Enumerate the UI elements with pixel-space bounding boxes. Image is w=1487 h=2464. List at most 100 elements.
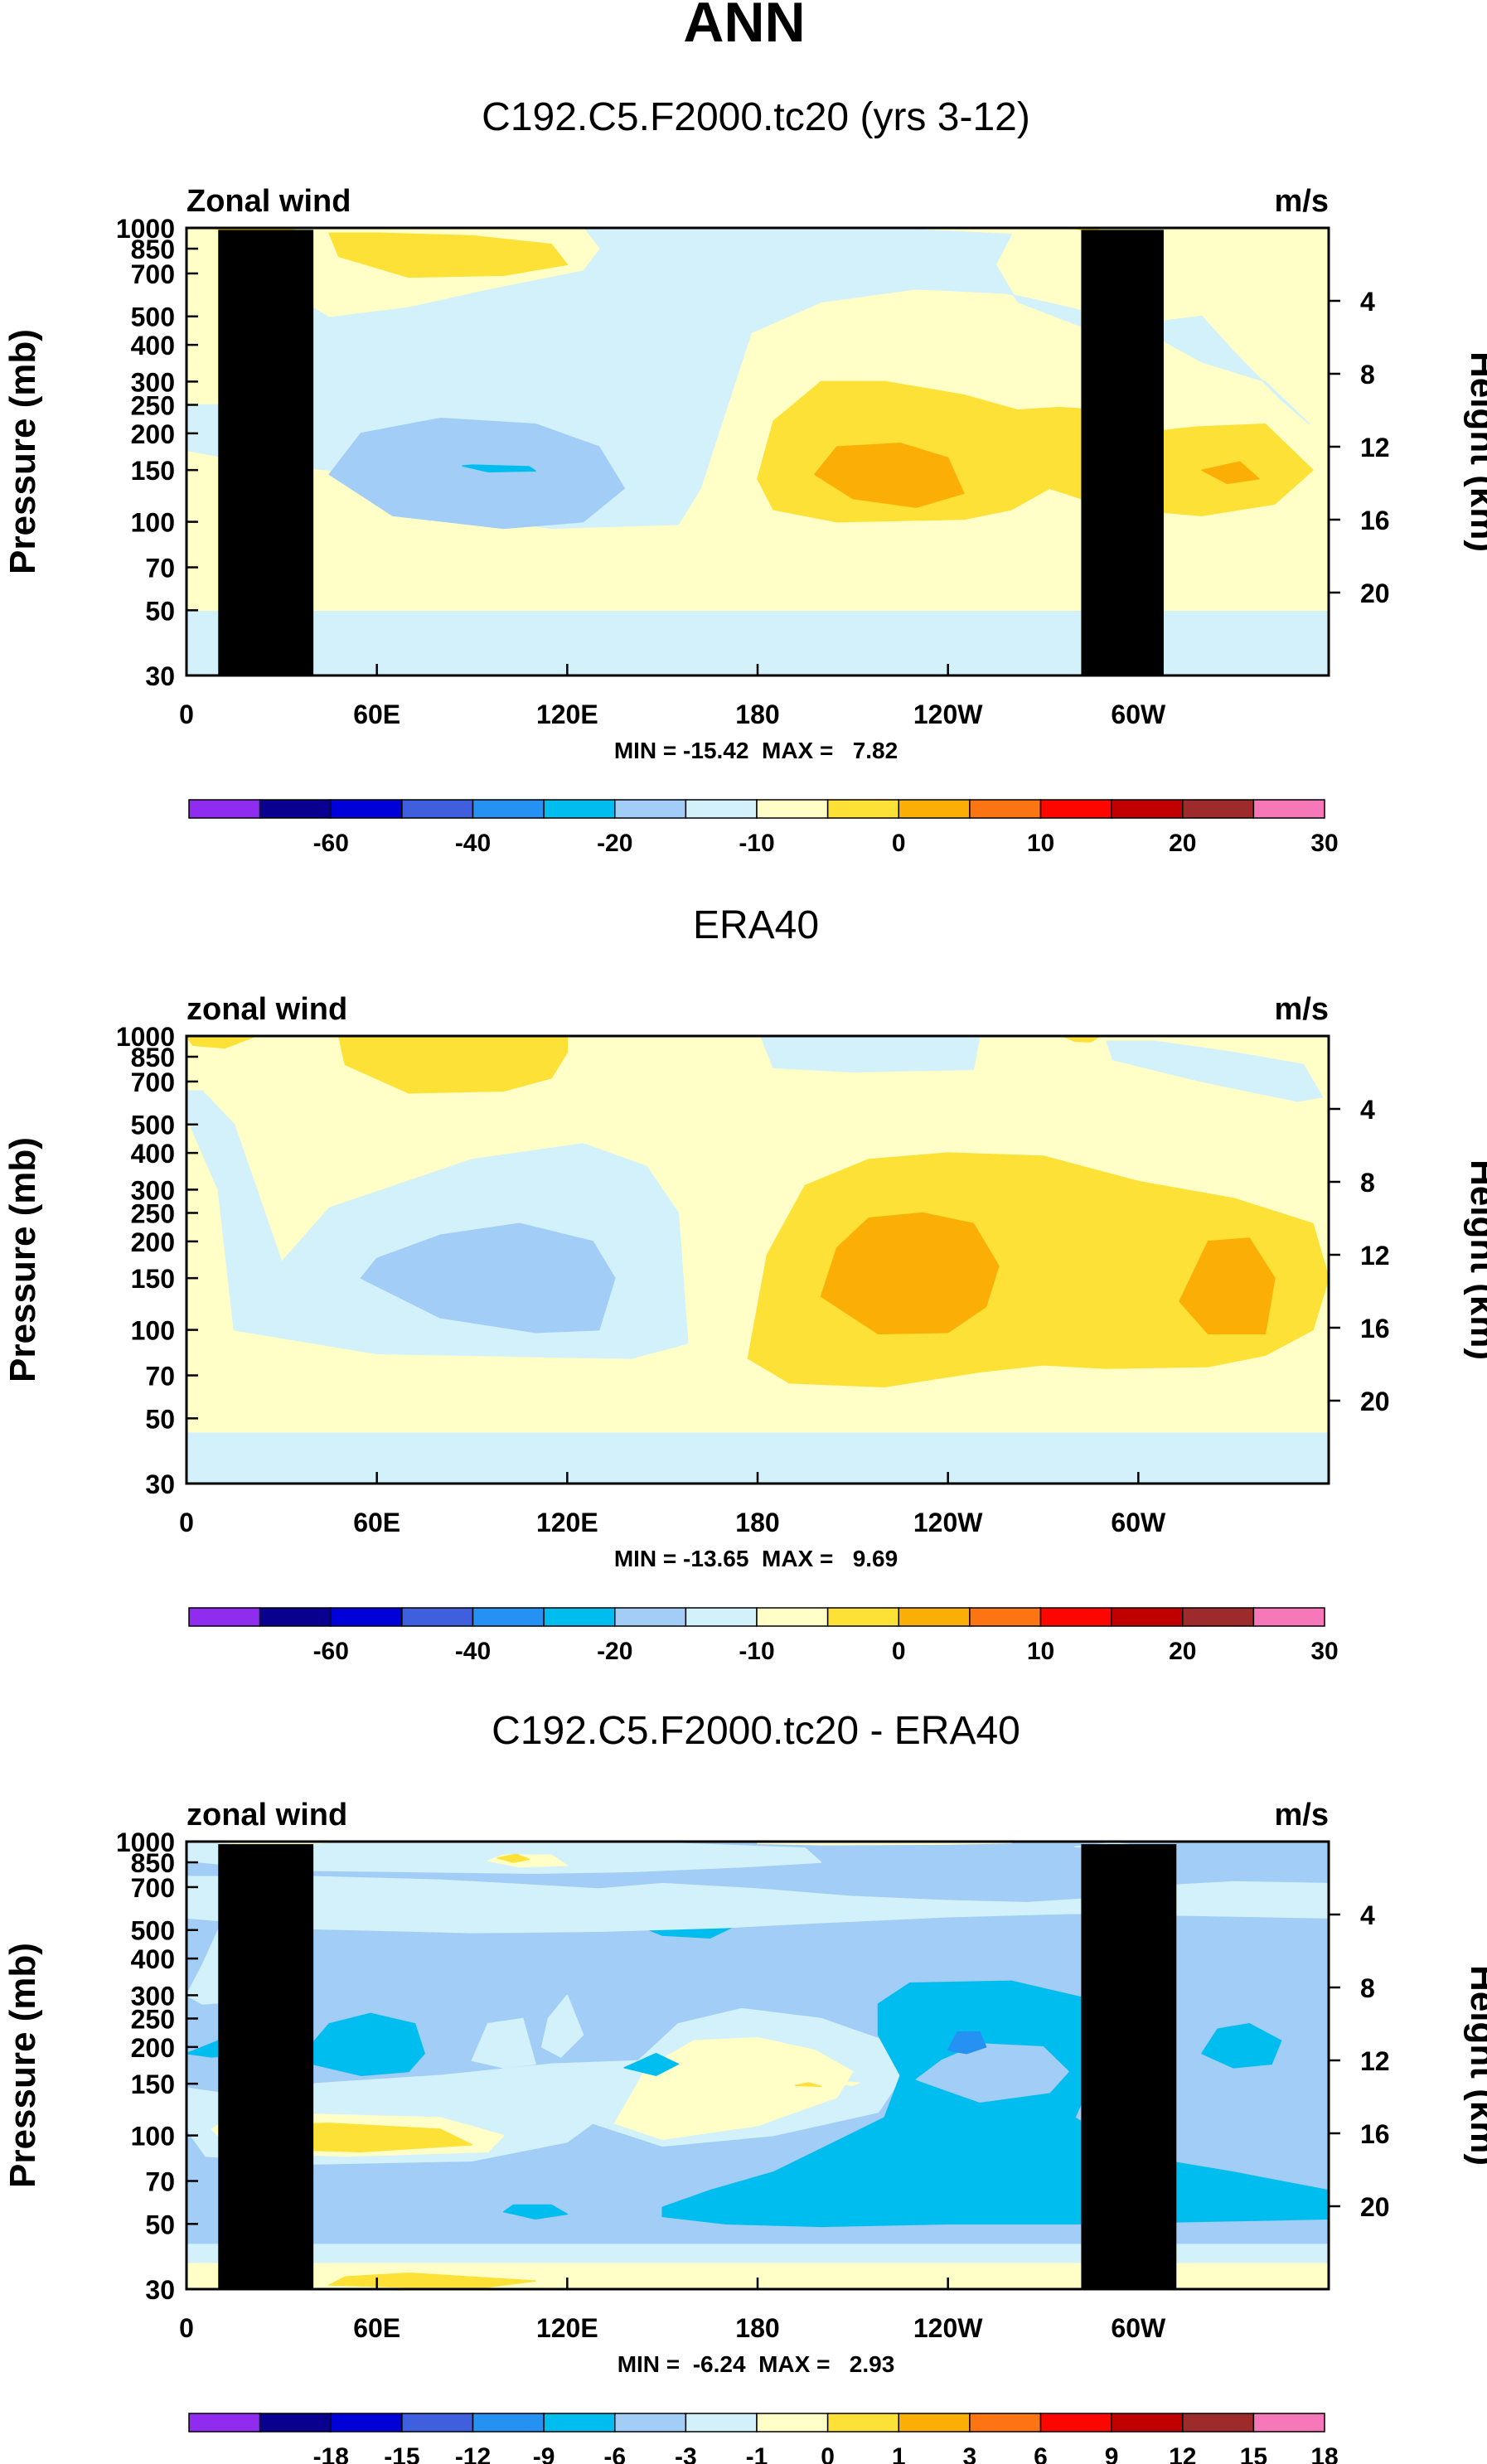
x-tick-label: 120E (536, 2313, 598, 2343)
x-tick-label: 60W (1111, 700, 1166, 729)
topography-2 (1081, 230, 1164, 675)
colorbar-label: -60 (313, 830, 349, 857)
colorbar-box (898, 799, 971, 819)
colorbar-label: 30 (1310, 1638, 1338, 1665)
panels: C192.C5.F2000.tc20 (yrs 3-12) Zonal wind m… (2, 95, 1487, 2464)
pressure-tick-label: 30 (145, 661, 175, 691)
topography-0 (218, 230, 314, 675)
contour-region-5 (186, 1036, 257, 1049)
contour-region-11 (1061, 1036, 1102, 1043)
pressure-tick-label: 250 (131, 390, 175, 420)
colorbar-label: 30 (1310, 830, 1338, 857)
colorbar-box (259, 2413, 332, 2433)
pressure-tick-label: 70 (145, 1362, 175, 1392)
x-tick-label: 180 (735, 700, 779, 729)
x-tick-label: 180 (735, 2313, 779, 2343)
contour-region-14 (623, 2052, 680, 2076)
height-tick-label: 16 (1360, 506, 1390, 535)
panel-title: C192.C5.F2000.tc20 - ERA40 (492, 1709, 1020, 1753)
contour-region-0 (186, 1430, 1329, 1484)
pressure-tick-label: 1000 (116, 1022, 175, 1052)
pressure-tick-label: 700 (131, 1067, 175, 1097)
pressure-tick-label: 1000 (116, 214, 175, 244)
left-label: zonal wind (186, 1798, 347, 1832)
pressure-tick-label: 400 (131, 1139, 175, 1169)
colorbar-box (969, 1607, 1042, 1627)
colorbar-label: -3 (675, 2443, 697, 2464)
contour-region-8 (814, 443, 965, 508)
height-tick-label: 4 (1360, 1900, 1375, 1930)
x-tick-label: 0 (179, 1508, 194, 1537)
x-tick-label: 120E (536, 700, 598, 729)
contour-region-0 (186, 609, 1329, 675)
colorbar-box (826, 1607, 899, 1627)
colorbar-box (188, 2413, 261, 2433)
contour-region-10 (1106, 1040, 1324, 1102)
height-tick-label: 12 (1360, 2046, 1390, 2076)
colorbar-label: 0 (892, 1638, 906, 1665)
colorbar-box (826, 2413, 899, 2433)
colorbar-label: -9 (533, 2443, 555, 2464)
x-tick-label: 120E (536, 1508, 598, 1537)
colorbar-label: 10 (1027, 830, 1054, 857)
colorbar-label: -12 (455, 2443, 491, 2464)
colorbar: -60 -40 -20 -10 0 10 20 30 (188, 799, 1339, 857)
pressure-tick-label: 200 (131, 2033, 175, 2063)
x-tick-label: 180 (735, 1508, 779, 1537)
right-label: m/s (1275, 184, 1329, 219)
pressure-tick-label: 50 (145, 2210, 175, 2239)
pressure-tick-label: 100 (131, 1316, 175, 1346)
y-axis-title-right: Height (km) (1463, 1965, 1487, 2166)
topography-1 (275, 237, 282, 675)
colorbar-box (614, 1607, 687, 1627)
height-tick-label: 8 (1360, 1973, 1375, 2003)
pressure-tick-label: 30 (145, 1469, 175, 1499)
height-tick-label: 20 (1360, 1387, 1390, 1416)
colorbar-box (756, 2413, 829, 2433)
pressure-tick-label: 30 (145, 2275, 175, 2305)
pressure-tick-label: 300 (131, 1981, 175, 2011)
contour-region-1 (186, 2242, 1329, 2263)
colorbar-label: -20 (597, 830, 632, 857)
x-tick-label: 120W (913, 2313, 983, 2343)
colorbar-box (614, 799, 687, 819)
pressure-tick-label: 150 (131, 1264, 175, 1294)
colorbar-label: -1 (746, 2443, 768, 2464)
pressure-tick-label: 200 (131, 1227, 175, 1257)
height-tick-label: 4 (1360, 1095, 1375, 1125)
contour-region-10 (915, 2043, 1069, 2103)
colorbar-label: 20 (1169, 830, 1196, 857)
colorbar-box (188, 1607, 261, 1627)
contour-field (186, 1036, 1329, 1484)
pressure-tick-label: 700 (131, 1873, 175, 1903)
x-tick-label: 0 (179, 2313, 194, 2343)
contour-region-16 (503, 2204, 569, 2220)
height-tick-label: 8 (1360, 1168, 1375, 1198)
pressure-tick-label: 50 (145, 596, 175, 626)
pressure-tick-label: 400 (131, 1944, 175, 1974)
colorbar-label: -60 (313, 1638, 349, 1665)
y-axis-title: Pressure (mb) (2, 1943, 43, 2188)
contour-region-8 (1179, 1237, 1276, 1335)
contour-field (186, 228, 1329, 675)
colorbar-box (330, 1607, 403, 1627)
colorbar-box (1111, 1607, 1184, 1627)
colorbar-box (1039, 2413, 1112, 2433)
colorbar-label: -20 (597, 1638, 632, 1665)
colorbar-box (1182, 2413, 1255, 2433)
colorbar-label: 10 (1027, 1638, 1054, 1665)
height-tick-label: 20 (1360, 2192, 1390, 2222)
colorbar-box (685, 1607, 758, 1627)
right-label: m/s (1275, 992, 1329, 1027)
pressure-tick-label: 150 (131, 2069, 175, 2099)
height-tick-label: 4 (1360, 287, 1375, 317)
colorbar-box (543, 799, 616, 819)
pressure-tick-label: 70 (145, 554, 175, 583)
min-max-annotation: MIN = -13.65 MAX = 9.69 (614, 1546, 898, 1571)
colorbar-box (1039, 1607, 1112, 1627)
colorbar-box (472, 1607, 545, 1627)
colorbar-box (543, 1607, 616, 1627)
contour-region-20 (471, 2017, 536, 2069)
colorbar-label: 6 (1034, 2443, 1048, 2464)
